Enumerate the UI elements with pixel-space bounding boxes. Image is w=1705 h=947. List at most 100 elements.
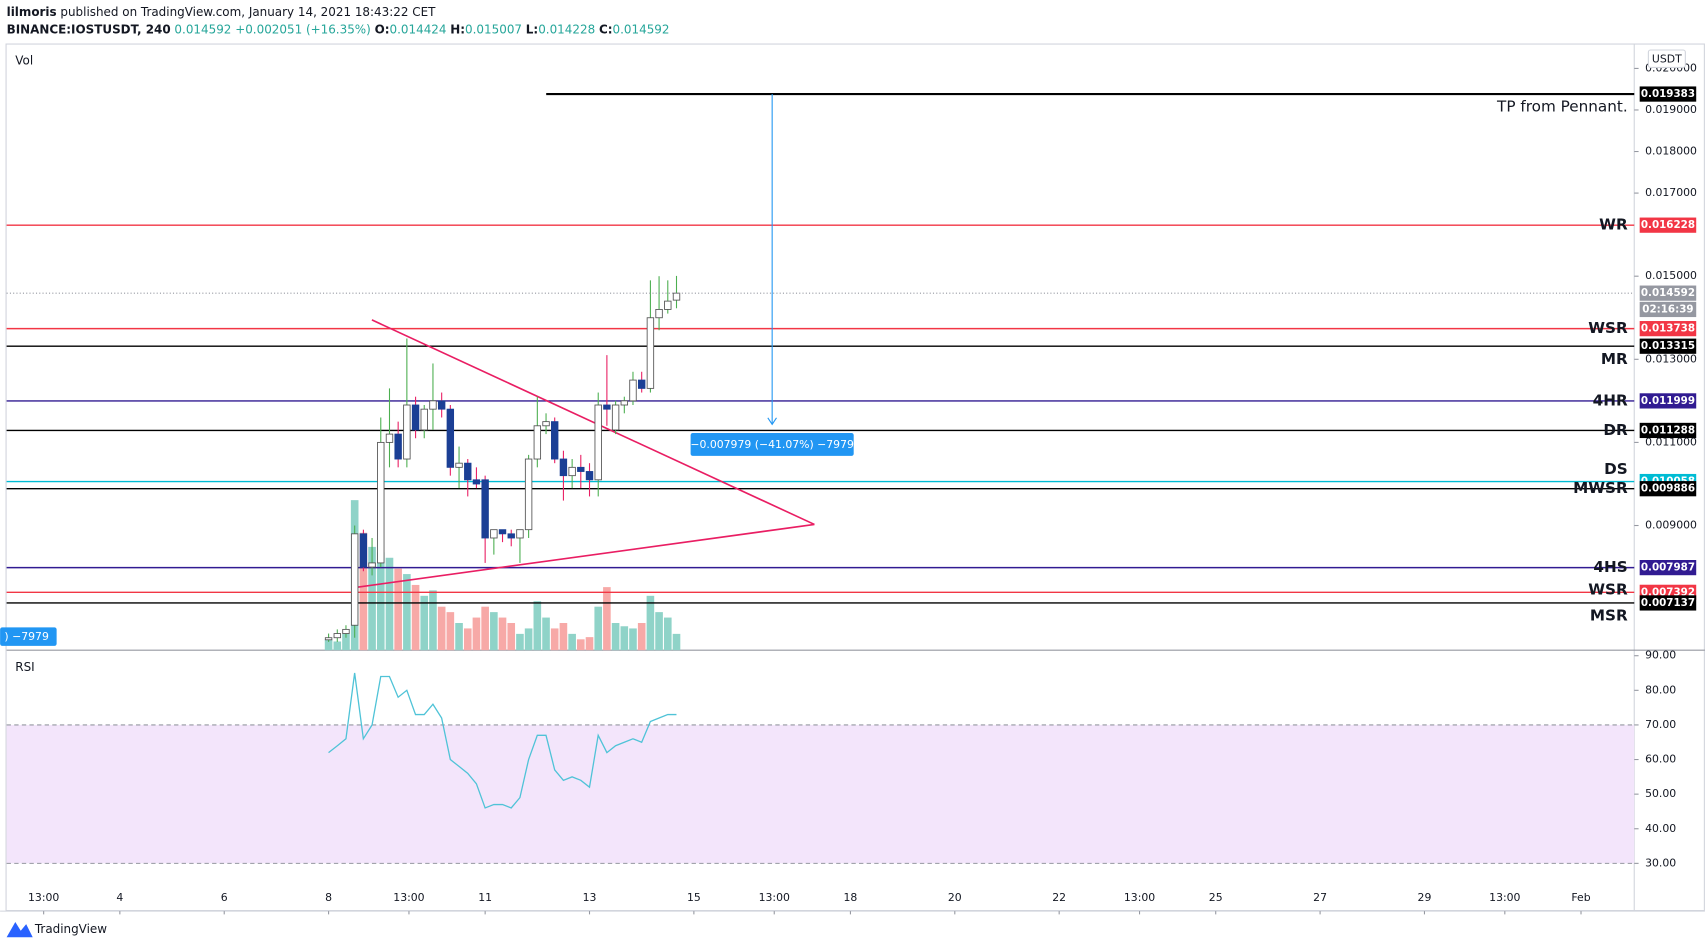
- level-tag: [1639, 321, 1697, 337]
- unit-label: USDT: [1652, 52, 1682, 65]
- candle-body: [568, 466, 576, 477]
- symbol: BINANCE:IOSTUSDT, 240: [7, 22, 171, 36]
- volume-bar: [524, 628, 533, 651]
- candle-body: [437, 400, 446, 410]
- level-tag-label: 0.019383: [1641, 88, 1695, 100]
- candle-body: [429, 400, 437, 410]
- candle-body: [333, 633, 342, 639]
- x-tick-label: 18: [844, 891, 858, 904]
- volume-bar: [663, 617, 672, 651]
- level-tag: [1639, 595, 1697, 611]
- level-tag-label: 0.011999: [1641, 395, 1695, 407]
- volume-bar: [472, 617, 481, 651]
- volume-bar: [550, 628, 559, 651]
- candle-body: [394, 433, 402, 460]
- published: published on TradingView.com, January 14…: [60, 4, 436, 18]
- x-tick-label: 27: [1313, 891, 1327, 904]
- volume-bar: [568, 633, 576, 651]
- volume-bar: [463, 628, 472, 651]
- candle-body: [646, 317, 655, 389]
- x-tick-label: Feb: [1571, 891, 1590, 904]
- candle-body: [385, 433, 394, 443]
- candle-body: [551, 421, 559, 460]
- x-tick-label: 20: [948, 891, 962, 904]
- level-label: WR: [1599, 216, 1628, 234]
- volume-bar: [655, 612, 663, 651]
- volume-bar: [576, 639, 585, 651]
- x-tick-label: 29: [1418, 891, 1432, 904]
- candle-body: [577, 466, 585, 472]
- rsi-band: [6, 724, 1635, 864]
- measure-clipped-box: [0, 627, 57, 646]
- volume-bar: [376, 552, 385, 651]
- volume-bar: [420, 595, 429, 651]
- unit-box[interactable]: [1647, 49, 1686, 68]
- x-tick-label: 11: [478, 891, 492, 904]
- ohlc-value: 0.014228: [538, 22, 595, 36]
- level-tag-label: 0.013315: [1641, 340, 1695, 352]
- candle-body: [464, 462, 472, 481]
- level-tag: [1639, 217, 1697, 233]
- rsi-tick-label: 50.00: [1645, 787, 1676, 800]
- volume-bar: [646, 595, 655, 651]
- volume-bar: [637, 622, 646, 651]
- volume-bar: [342, 633, 350, 651]
- ohlc-key: O:: [375, 22, 390, 36]
- candle-body: [672, 292, 681, 301]
- x-tick-label: 13:00: [1124, 891, 1155, 904]
- volume-bar: [585, 637, 594, 651]
- volume-bar: [385, 557, 394, 651]
- level-label: MR: [1601, 350, 1628, 368]
- tradingview-logo: [6, 921, 33, 938]
- candle-body: [368, 562, 376, 568]
- volume-bar: [672, 633, 681, 651]
- candle-body: [403, 404, 411, 460]
- level-tag-label: 0.011288: [1641, 424, 1695, 436]
- level-tag: [1639, 560, 1697, 576]
- candle-body: [446, 408, 455, 468]
- x-tick-label: 4: [116, 891, 123, 904]
- x-tick-label: 22: [1052, 891, 1066, 904]
- last: 0.014592: [174, 22, 231, 36]
- candle-body: [507, 533, 515, 539]
- rsi-tick-label: 70.00: [1645, 718, 1676, 731]
- y-tick-label: 0.018000: [1645, 145, 1697, 158]
- measure-box: [690, 433, 854, 456]
- volume-bar: [394, 568, 402, 651]
- measure-label: −0.007979 (−41.07%) −7979: [690, 438, 854, 451]
- rsi-line: [328, 672, 677, 809]
- ohlc-key: C:: [599, 22, 613, 36]
- level-tag: [1639, 481, 1697, 497]
- candle-body: [629, 379, 637, 402]
- volume-bar: [324, 639, 333, 651]
- rsi-tick-label: 80.00: [1645, 683, 1676, 696]
- candle-body: [516, 529, 524, 539]
- volume-bar: [359, 532, 368, 651]
- candle-body: [490, 529, 498, 539]
- price-pane: 0.009000 0.011000 0.013000 0.015000 0.017000…: [0, 61, 1697, 651]
- level-label: MSR: [1590, 606, 1628, 624]
- candle-body: [481, 479, 489, 539]
- y-tick-label: 0.019000: [1645, 103, 1697, 116]
- candle-body: [585, 471, 594, 481]
- last-price-tag: [1639, 285, 1697, 301]
- volume-bar: [429, 590, 437, 651]
- level-tag: [1639, 338, 1697, 354]
- pennant-line: [354, 523, 815, 589]
- footer-brand: TradingView: [34, 922, 107, 936]
- volume-title: Vol: [15, 53, 33, 67]
- candle-body: [533, 425, 542, 460]
- volume-bar: [594, 606, 603, 651]
- volume-bar: [507, 622, 516, 651]
- ohlc-value: 0.015007: [465, 22, 522, 36]
- rsi-title: RSI: [15, 660, 34, 674]
- rsi-pane: 30.00 40.00 50.00 60.00 70.00 80.00 90.00: [6, 649, 1676, 869]
- level-tag-label: 0.016228: [1641, 219, 1695, 231]
- volume-bar: [368, 546, 376, 651]
- rsi-tick-label: 40.00: [1645, 822, 1676, 835]
- author: lilmoris: [7, 4, 57, 18]
- x-tick-label: 8: [325, 891, 332, 904]
- candle-body: [655, 309, 663, 319]
- rsi-tick-label: 90.00: [1645, 649, 1676, 662]
